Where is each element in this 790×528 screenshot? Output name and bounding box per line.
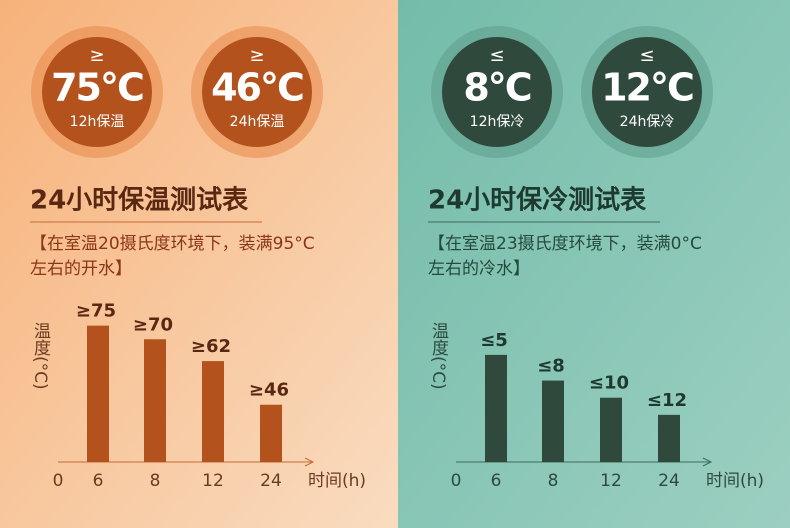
x-tick-label: 6 — [93, 471, 104, 491]
badge — [202, 37, 312, 147]
subtitle: 左右的冷水】 — [428, 259, 530, 279]
bar — [658, 414, 680, 462]
value-label: ≥70 — [133, 314, 173, 335]
value-label: ≤8 — [537, 356, 565, 377]
badge-label: 12h保温 — [70, 114, 125, 130]
subtitle: 左右的开水】 — [30, 259, 132, 279]
badge-value: 8°C — [463, 66, 530, 110]
x-tick-label: 8 — [548, 471, 559, 491]
bar — [485, 354, 507, 462]
badge — [592, 37, 702, 147]
origin-label: 0 — [53, 471, 64, 491]
badge-label: 24h保冷 — [620, 114, 675, 130]
bar — [87, 325, 109, 462]
badge-value: 75°C — [51, 66, 143, 110]
badge-symbol: ≥ — [89, 45, 104, 66]
chart-title: 24小时保温测试表 — [30, 186, 249, 216]
origin-label: 0 — [451, 471, 462, 491]
subtitle: 【在室温23摄氏度环境下，装满0°C — [428, 234, 702, 254]
badge — [42, 37, 152, 147]
x-tick-label: 12 — [202, 471, 224, 491]
x-axis-label: 时间(h) — [706, 471, 764, 491]
badge-label: 12h保冷 — [470, 114, 525, 130]
x-tick-label: 24 — [658, 471, 680, 491]
value-label: ≤5 — [480, 330, 508, 351]
x-axis-arrow — [702, 457, 713, 467]
x-tick-label: 6 — [491, 471, 502, 491]
bar — [600, 397, 622, 462]
y-axis-label: 温度(°C) — [30, 322, 51, 390]
subtitle: 【在室温20摄氏度环境下，装满95°C — [30, 234, 315, 254]
value-label: ≥46 — [249, 380, 289, 401]
value-label: ≤10 — [589, 373, 629, 394]
value-label: ≤12 — [647, 390, 687, 411]
badge-symbol: ≤ — [489, 45, 504, 66]
badge-label: 24h保温 — [230, 114, 285, 130]
x-tick-label: 8 — [150, 471, 161, 491]
bar — [144, 339, 166, 462]
badge-symbol: ≤ — [639, 45, 654, 66]
value-label: ≥62 — [191, 336, 231, 357]
x-axis-label: 时间(h) — [308, 471, 366, 491]
badge-value: 46°C — [211, 66, 303, 110]
bar — [542, 380, 564, 462]
badge — [442, 37, 552, 147]
x-tick-label: 12 — [600, 471, 622, 491]
y-axis-label: 温度(°C) — [428, 322, 449, 390]
x-axis-arrow — [304, 457, 315, 467]
value-label: ≥75 — [76, 301, 116, 322]
chart-title: 24小时保冷测试表 — [428, 185, 647, 216]
bar — [202, 361, 224, 462]
badge-symbol: ≥ — [249, 45, 264, 66]
badge-value: 12°C — [601, 66, 693, 110]
x-tick-label: 24 — [260, 471, 282, 491]
bar — [260, 404, 282, 462]
